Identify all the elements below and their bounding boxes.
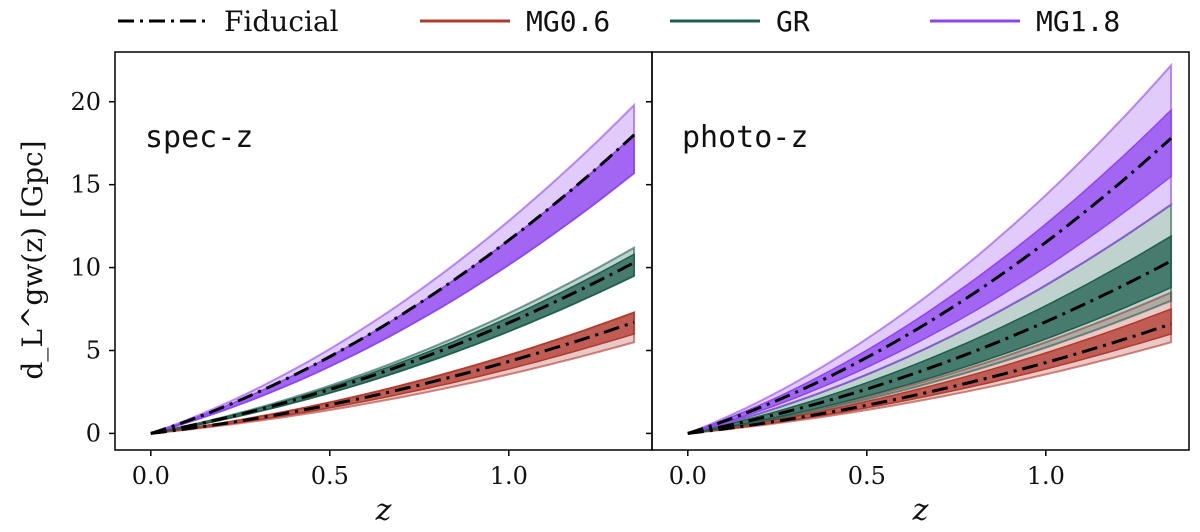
- legend-label-mg0.6: MG0.6: [526, 5, 610, 38]
- y-tick-label: 20: [70, 88, 101, 116]
- x-tick-label: 1.0: [1027, 462, 1065, 490]
- inner-band-mg1.8: [687, 108, 1172, 435]
- inner-band-mg0.6: [687, 307, 1172, 435]
- y-tick-label: 5: [86, 337, 101, 365]
- y-tick-label: 0: [86, 419, 101, 447]
- x-tick-label: 0.5: [848, 462, 886, 490]
- fiducial-line-mg0.6: [687, 322, 1172, 435]
- x-axis-label: z: [375, 493, 392, 528]
- panel-label: spec-z: [145, 120, 253, 155]
- panel-spec-z: 0.0 0.5 1.0 0 5 10 15 20 spec-z z: [70, 51, 653, 528]
- fiducial-line-mg1.8: [150, 133, 636, 435]
- x-axis-label: z: [912, 493, 929, 528]
- legend-label-mg1.8: MG1.8: [1036, 5, 1120, 38]
- fiducial-line-gr: [687, 259, 1172, 435]
- fiducial-line-mg0.6: [150, 320, 635, 435]
- inner-band-gr: [150, 253, 635, 435]
- legend-entry-mg1.8: MG1.8: [930, 5, 1120, 38]
- x-tick-label: 1.0: [490, 462, 528, 490]
- panel-label: photo-z: [682, 120, 808, 155]
- panel-photo-z: 0.0 0.5 1.0 photo-z z: [646, 51, 1190, 528]
- x-tick-label: 0.5: [311, 462, 349, 490]
- x-tick-label: 0.0: [132, 462, 170, 490]
- legend-label-gr: GR: [776, 5, 810, 38]
- y-axis-label: d_L^gw(z) [Gpc]: [16, 140, 49, 379]
- fiducial-line-gr: [150, 261, 635, 435]
- legend-entry-fiducial: Fiducial: [118, 5, 339, 38]
- inner-band-gr: [687, 234, 1172, 435]
- y-tick-label: 15: [70, 171, 101, 199]
- legend-entry-gr: GR: [670, 5, 810, 38]
- x-tick-label: 0.0: [669, 462, 707, 490]
- legend-entry-mg0.6: MG0.6: [420, 5, 610, 38]
- legend: Fiducial MG0.6 GR MG1.8: [118, 5, 1120, 38]
- legend-label-fiducial: Fiducial: [224, 5, 339, 38]
- fiducial-line-mg1.8: [687, 137, 1173, 435]
- y-tick-label: 10: [70, 254, 101, 282]
- axes-frame: [651, 51, 1190, 451]
